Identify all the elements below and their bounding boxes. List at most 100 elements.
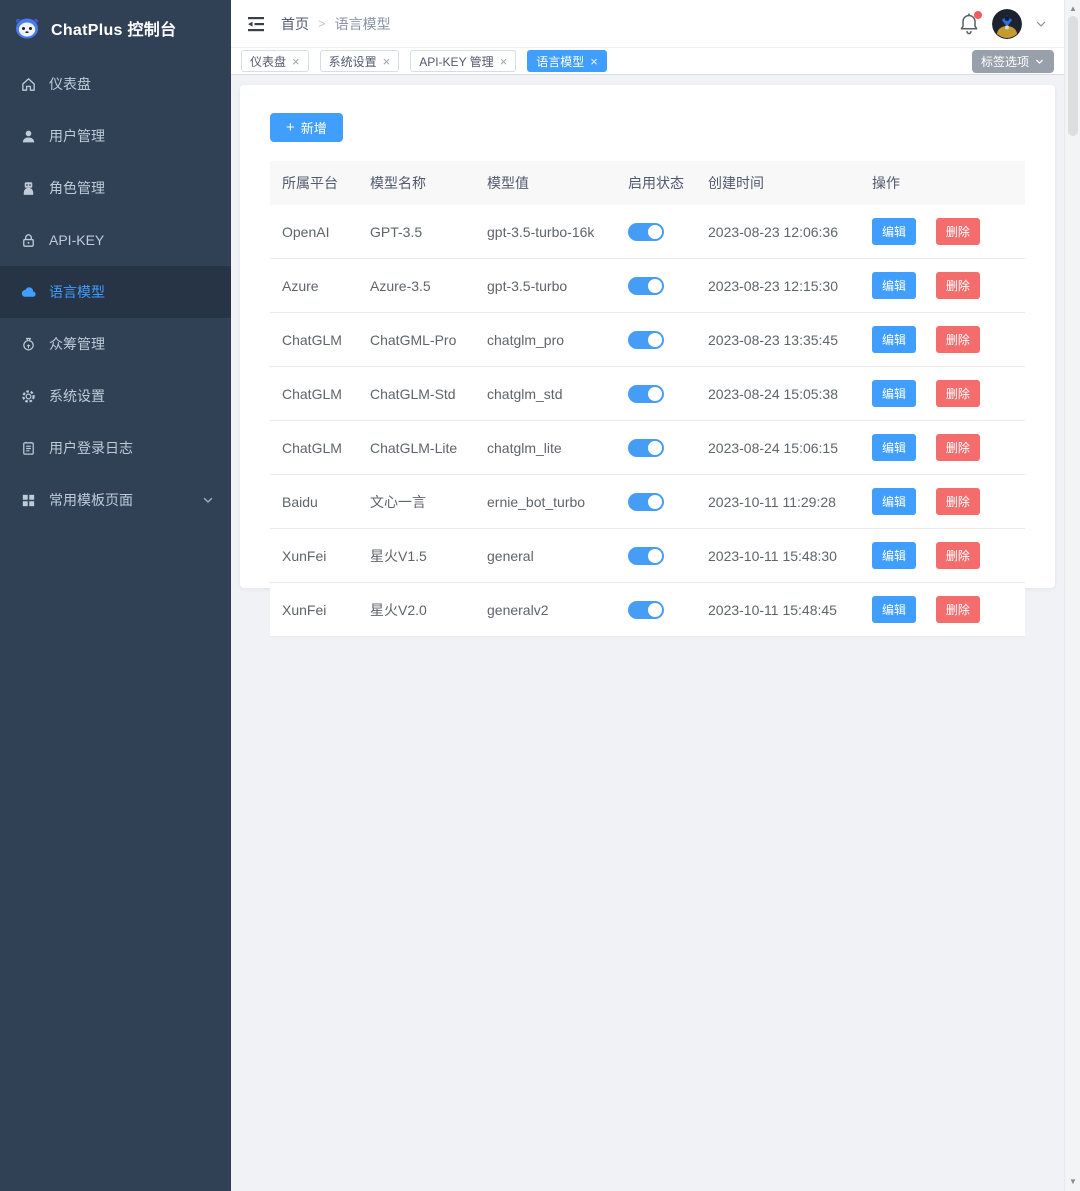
edit-button[interactable]: 编辑 xyxy=(872,596,917,623)
column-header-4: 创建时间 xyxy=(696,161,860,205)
delete-button[interactable]: 删除 xyxy=(935,488,980,515)
cell-actions: 编辑 删除 xyxy=(860,366,1025,421)
cloud-icon xyxy=(20,284,37,301)
cell-model-value: chatglm_lite xyxy=(475,420,616,475)
enable-toggle[interactable] xyxy=(628,384,664,403)
tab-2[interactable]: API-KEY 管理 × xyxy=(410,50,517,72)
table-row: ChatGLM ChatGLM-Lite chatglm_lite 2023-0… xyxy=(270,420,1025,475)
breadcrumb-home[interactable]: 首页 xyxy=(281,15,309,32)
cell-created-time: 2023-08-24 15:05:38 xyxy=(696,366,860,421)
sidebar-item-4[interactable]: 语言模型 xyxy=(0,266,231,318)
tab-1[interactable]: 系统设置 × xyxy=(319,50,400,72)
sidebar-item-6[interactable]: 系统设置 xyxy=(0,370,231,422)
edit-button[interactable]: 编辑 xyxy=(872,434,917,461)
edit-button[interactable]: 编辑 xyxy=(872,380,917,407)
delete-button[interactable]: 删除 xyxy=(935,380,980,407)
cell-platform: Baidu xyxy=(270,474,358,529)
cell-model-name: Azure-3.5 xyxy=(358,258,475,313)
delete-button[interactable]: 删除 xyxy=(935,542,980,569)
scroll-down-arrow-icon[interactable]: ▼ xyxy=(1069,1177,1077,1186)
cell-created-time: 2023-08-23 12:06:36 xyxy=(696,205,860,259)
close-icon[interactable]: × xyxy=(382,53,391,69)
cell-platform: Azure xyxy=(270,258,358,313)
enable-toggle[interactable] xyxy=(628,600,664,619)
cell-created-time: 2023-08-23 13:35:45 xyxy=(696,312,860,367)
enable-toggle[interactable] xyxy=(628,330,664,349)
cell-actions: 编辑 删除 xyxy=(860,474,1025,529)
sidebar: ChatPlus 控制台 仪表盘 用户管理 角色管理 API-KEY 语言模型 … xyxy=(0,0,231,1191)
cell-enabled xyxy=(616,528,696,583)
sidebar-item-3[interactable]: API-KEY xyxy=(0,214,231,266)
tag-options-button[interactable]: 标签选项 xyxy=(971,50,1054,73)
avatar[interactable] xyxy=(992,8,1022,39)
app-title: ChatPlus 控制台 xyxy=(51,22,177,39)
cell-created-time: 2023-08-23 12:15:30 xyxy=(696,258,860,313)
navbar-right xyxy=(958,8,1048,39)
cell-created-time: 2023-08-24 15:06:15 xyxy=(696,420,860,475)
scrollbar-thumb[interactable] xyxy=(1068,16,1078,136)
tag-options-label: 标签选项 xyxy=(980,55,1029,69)
cell-model-value: gpt-3.5-turbo-16k xyxy=(475,205,616,259)
edit-button[interactable]: 编辑 xyxy=(872,542,917,569)
close-icon[interactable]: × xyxy=(499,53,508,69)
sidebar-item-0[interactable]: 仪表盘 xyxy=(0,58,231,110)
edit-button[interactable]: 编辑 xyxy=(872,326,917,353)
table-row: Azure Azure-3.5 gpt-3.5-turbo 2023-08-23… xyxy=(270,258,1025,313)
cell-enabled xyxy=(616,258,696,313)
cell-model-value: chatglm_pro xyxy=(475,312,616,367)
cell-model-name: 星火V1.5 xyxy=(358,528,475,583)
log-icon xyxy=(20,440,37,457)
add-model-button[interactable]: + 新增 xyxy=(270,113,343,142)
page-scrollbar[interactable]: ▲ ▼ xyxy=(1064,0,1080,1191)
cell-enabled xyxy=(616,582,696,637)
delete-button[interactable]: 删除 xyxy=(935,434,980,461)
cell-model-name: 文心一言 xyxy=(358,474,475,529)
models-table: 所属平台 模型名称 模型值 启用状态 创建时间 操作 OpenAI GPT-3.5 gpt… xyxy=(270,161,1025,637)
notification-bell-icon[interactable] xyxy=(958,10,982,36)
user-icon xyxy=(20,128,37,145)
cell-enabled xyxy=(616,420,696,475)
cell-actions: 编辑 删除 xyxy=(860,582,1025,637)
cell-model-value: generalv2 xyxy=(475,582,616,637)
cell-model-value: general xyxy=(475,528,616,583)
table-row: XunFei 星火V1.5 general 2023-10-11 15:48:3… xyxy=(270,528,1025,583)
user-menu-chevron-icon[interactable] xyxy=(1034,17,1048,31)
enable-toggle[interactable] xyxy=(628,276,664,295)
sidebar-fold-icon[interactable] xyxy=(245,13,267,35)
delete-button[interactable]: 删除 xyxy=(935,218,980,245)
home-icon xyxy=(20,76,37,93)
sidebar-item-8[interactable]: 常用模板页面 xyxy=(0,474,231,526)
edit-button[interactable]: 编辑 xyxy=(872,218,917,245)
cell-platform: XunFei xyxy=(270,582,358,637)
edit-button[interactable]: 编辑 xyxy=(872,272,917,299)
close-icon[interactable]: × xyxy=(590,53,598,69)
column-header-2: 模型值 xyxy=(475,161,616,205)
table-row: ChatGLM ChatGLM-Std chatglm_std 2023-08-… xyxy=(270,366,1025,421)
column-header-0: 所属平台 xyxy=(270,161,358,205)
tab-0[interactable]: 仪表盘 × xyxy=(241,50,309,72)
close-icon[interactable]: × xyxy=(292,53,300,69)
breadcrumb-current: 语言模型 xyxy=(334,15,391,32)
cell-created-time: 2023-10-11 15:48:45 xyxy=(696,582,860,637)
gear-icon xyxy=(20,388,37,405)
enable-toggle[interactable] xyxy=(628,438,664,457)
enable-toggle[interactable] xyxy=(628,222,664,241)
scroll-up-arrow-icon[interactable]: ▲ xyxy=(1069,4,1077,13)
table-row: OpenAI GPT-3.5 gpt-3.5-turbo-16k 2023-08… xyxy=(270,205,1025,259)
tab-3[interactable]: 语言模型 × xyxy=(527,50,607,72)
enable-toggle[interactable] xyxy=(628,492,664,511)
cell-model-name: GPT-3.5 xyxy=(358,205,475,259)
delete-button[interactable]: 删除 xyxy=(935,326,980,353)
delete-button[interactable]: 删除 xyxy=(935,596,980,623)
sidebar-item-1[interactable]: 用户管理 xyxy=(0,110,231,162)
breadcrumb-separator: > xyxy=(318,16,326,31)
delete-button[interactable]: 删除 xyxy=(935,272,980,299)
cell-enabled xyxy=(616,366,696,421)
table-header-row: 所属平台 模型名称 模型值 启用状态 创建时间 操作 xyxy=(270,161,1025,205)
sidebar-item-2[interactable]: 角色管理 xyxy=(0,162,231,214)
enable-toggle[interactable] xyxy=(628,546,664,565)
edit-button[interactable]: 编辑 xyxy=(872,488,917,515)
sidebar-item-5[interactable]: 众筹管理 xyxy=(0,318,231,370)
sidebar-item-7[interactable]: 用户登录日志 xyxy=(0,422,231,474)
